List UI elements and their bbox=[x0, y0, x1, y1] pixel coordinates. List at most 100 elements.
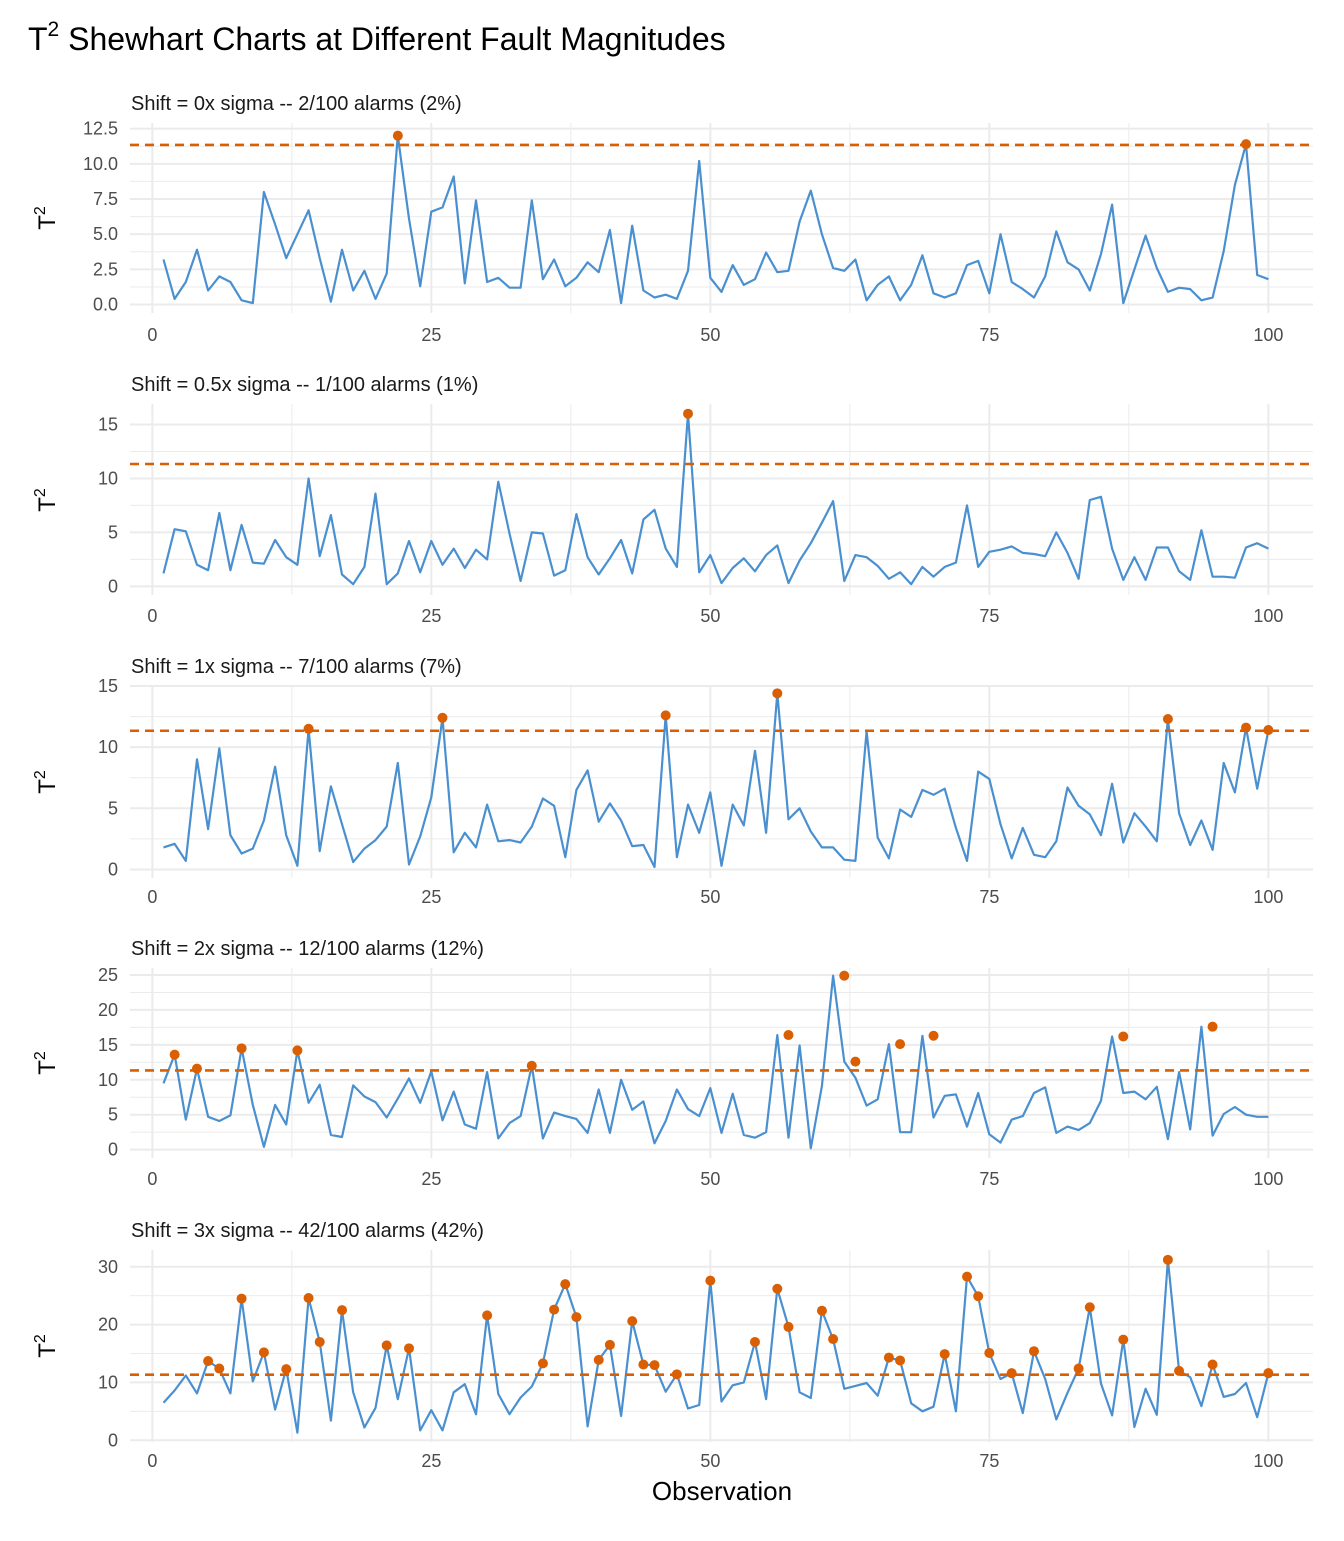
t2-series-line bbox=[162, 1258, 1270, 1434]
chart-title-superscript: 2 bbox=[48, 18, 60, 41]
alarm-point bbox=[1241, 139, 1252, 150]
facet-panel-4: 0 5 10 15 20 25 0 25 50 75 100 Shift = 2x sigma -- … bbox=[32, 938, 1313, 1189]
alarm-point bbox=[404, 1343, 415, 1354]
alarm-point bbox=[571, 1312, 582, 1323]
t2-series-line bbox=[162, 974, 1269, 1150]
x-tick-label: 25 bbox=[421, 1451, 441, 1471]
x-tick-label: 75 bbox=[979, 325, 999, 345]
alarm-point bbox=[169, 1049, 180, 1060]
alarm-point bbox=[1084, 1302, 1095, 1313]
x-tick-label: 25 bbox=[421, 1169, 441, 1189]
alarm-point bbox=[683, 408, 694, 419]
x-tick-label: 50 bbox=[700, 887, 720, 907]
alarm-point bbox=[1207, 1021, 1218, 1032]
alarm-point bbox=[381, 1340, 392, 1351]
alarm-point bbox=[203, 1356, 214, 1367]
x-tick-label: 0 bbox=[147, 887, 157, 907]
alarm-point bbox=[660, 710, 671, 721]
alarm-point bbox=[1162, 714, 1173, 725]
alarm-point bbox=[593, 1354, 604, 1365]
alarm-point bbox=[281, 1364, 292, 1375]
y-tick-label: 12.5 bbox=[83, 119, 118, 139]
alarm-point bbox=[1073, 1363, 1084, 1374]
facet-title: Shift = 0x sigma -- 2/100 alarms (2%) bbox=[131, 93, 462, 115]
y-axis-label: T2 bbox=[32, 488, 61, 512]
alarm-point bbox=[839, 970, 850, 981]
y-tick-label: 0 bbox=[108, 1140, 118, 1160]
y-axis-label-superscript: 2 bbox=[32, 206, 49, 215]
chart-title: T2 Shewhart Charts at Different Fault Ma… bbox=[28, 18, 726, 57]
y-axis-label: T2 bbox=[32, 770, 61, 794]
y-tick-label: 5.0 bbox=[93, 224, 118, 244]
x-tick-label: 50 bbox=[700, 1169, 720, 1189]
y-tick-label: 30 bbox=[98, 1257, 118, 1277]
y-tick-label: 10 bbox=[98, 1372, 118, 1392]
y-tick-label: 25 bbox=[98, 965, 118, 985]
x-tick-label: 100 bbox=[1253, 325, 1283, 345]
alarm-point bbox=[214, 1363, 225, 1374]
y-tick-label: 15 bbox=[98, 676, 118, 696]
y-axis-label: T2 bbox=[32, 206, 61, 230]
alarm-point bbox=[337, 1305, 348, 1316]
facet-title: Shift = 2x sigma -- 12/100 alarms (12%) bbox=[131, 938, 484, 960]
alarm-point bbox=[191, 1063, 202, 1074]
x-axis-label: Observation bbox=[652, 1476, 792, 1506]
alarm-point bbox=[984, 1347, 995, 1358]
facet-title: Shift = 3x sigma -- 42/100 alarms (42%) bbox=[131, 1220, 484, 1242]
x-tick-label: 0 bbox=[147, 1169, 157, 1189]
alarm-point bbox=[1006, 1368, 1017, 1379]
alarm-point bbox=[671, 1369, 682, 1380]
alarm-point bbox=[1263, 725, 1274, 736]
y-axis-label-base: T bbox=[34, 497, 61, 512]
y-tick-label: 0 bbox=[108, 859, 118, 879]
y-axis-label-base: T bbox=[34, 215, 61, 230]
alarm-point bbox=[292, 1045, 303, 1056]
t2-series-line bbox=[162, 412, 1269, 586]
y-tick-label: 5 bbox=[108, 522, 118, 542]
alarm-point bbox=[850, 1056, 861, 1067]
t2-series-line bbox=[162, 134, 1269, 305]
facet-title: Shift = 0.5x sigma -- 1/100 alarms (1%) bbox=[131, 374, 478, 396]
alarm-point bbox=[895, 1355, 906, 1366]
y-tick-label: 10 bbox=[98, 1070, 118, 1090]
alarm-point bbox=[482, 1310, 493, 1321]
alarm-point bbox=[973, 1291, 984, 1302]
alarm-point bbox=[649, 1360, 660, 1371]
x-tick-label: 50 bbox=[700, 606, 720, 626]
y-axis-label-superscript: 2 bbox=[32, 770, 49, 779]
alarm-point bbox=[895, 1039, 906, 1050]
y-tick-label: 10 bbox=[98, 737, 118, 757]
alarm-point bbox=[705, 1275, 716, 1286]
y-tick-label: 20 bbox=[98, 1315, 118, 1335]
alarm-point bbox=[1028, 1346, 1039, 1357]
y-axis-label-base: T bbox=[34, 779, 61, 794]
x-tick-label: 25 bbox=[421, 606, 441, 626]
facet-panel-1: 0.0 2.5 5.0 7.5 10.0 12.5 0 25 50 75 100 Shift = 0x… bbox=[32, 93, 1313, 345]
x-tick-label: 75 bbox=[979, 887, 999, 907]
alarm-point bbox=[783, 1321, 794, 1332]
y-tick-label: 20 bbox=[98, 1000, 118, 1020]
alarm-point bbox=[314, 1336, 325, 1347]
y-axis-label: T2 bbox=[32, 1334, 61, 1358]
alarm-point bbox=[526, 1060, 537, 1071]
x-tick-label: 0 bbox=[147, 606, 157, 626]
alarm-point bbox=[303, 723, 314, 734]
y-tick-label: 10 bbox=[98, 468, 118, 488]
alarm-point bbox=[392, 130, 403, 141]
x-tick-label: 100 bbox=[1253, 1451, 1283, 1471]
alarm-point bbox=[749, 1336, 760, 1347]
x-tick-label: 0 bbox=[147, 325, 157, 345]
alarm-point bbox=[627, 1316, 638, 1327]
y-axis-label-base: T bbox=[34, 1060, 61, 1075]
facet-panel-2: 0 5 10 15 0 25 50 75 100 Shift = 0.5x sigma -- 1/… bbox=[32, 374, 1313, 626]
alarm-point bbox=[939, 1349, 950, 1360]
alarm-point bbox=[1174, 1365, 1185, 1376]
alarm-point bbox=[549, 1304, 560, 1315]
alarm-point bbox=[1207, 1359, 1218, 1370]
facet-panel-3: 0 5 10 15 0 25 50 75 100 Shift = 1x sigma -- 7/10… bbox=[32, 656, 1313, 907]
alarm-point bbox=[560, 1279, 571, 1290]
y-tick-label: 2.5 bbox=[93, 259, 118, 279]
alarm-point bbox=[772, 1283, 783, 1294]
y-tick-label: 10.0 bbox=[83, 154, 118, 174]
